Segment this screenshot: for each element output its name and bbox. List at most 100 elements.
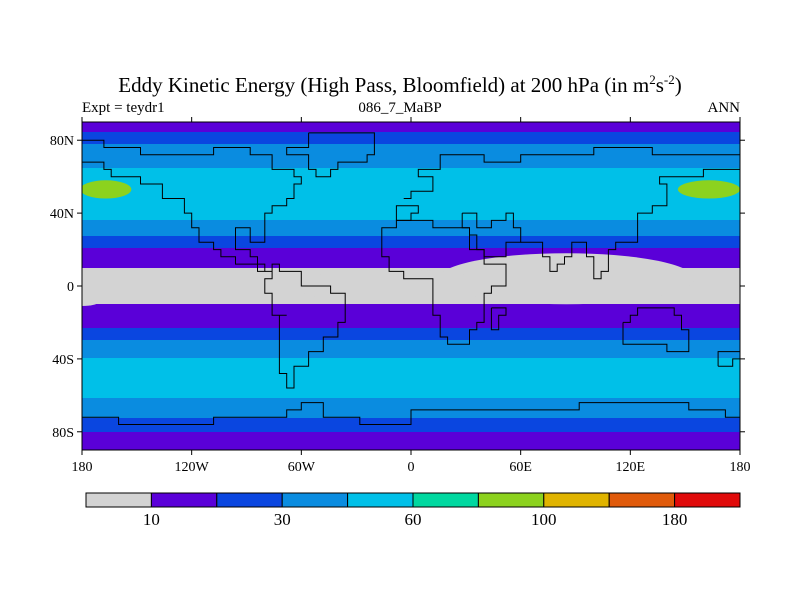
- colorbar-swatch: [608, 492, 676, 508]
- shading-band: [82, 160, 740, 163]
- shading-band: [82, 388, 740, 391]
- shading-band: [82, 442, 740, 445]
- colorbar-swatch: [85, 492, 152, 508]
- shading-band: [82, 186, 740, 189]
- shading-band: [82, 424, 740, 427]
- y-tick-label: 80S: [52, 426, 74, 441]
- shading-band: [82, 150, 740, 153]
- chart-subtitle: 086_7_MaBP: [358, 100, 442, 116]
- shading-band: [82, 132, 740, 135]
- shading-band: [82, 146, 740, 149]
- colorbar-swatch: [216, 492, 283, 508]
- shading-band: [82, 392, 740, 395]
- shading-band: [82, 250, 740, 253]
- shading-low-equator-west: [82, 295, 101, 307]
- shading-band: [82, 430, 740, 433]
- shading-band: [82, 444, 740, 447]
- shading-band: [82, 326, 740, 329]
- shading-band: [82, 144, 740, 147]
- colorbar-label: 30: [274, 510, 291, 529]
- shading-band: [82, 346, 740, 349]
- shading-band: [82, 268, 740, 271]
- coastline-segment: [403, 147, 740, 199]
- colorbar-swatch: [674, 492, 741, 508]
- x-tick-label: 180: [730, 460, 751, 475]
- x-tick-label: 120E: [616, 460, 646, 475]
- shading-band: [82, 130, 740, 133]
- shading-band: [82, 314, 740, 317]
- shading-band: [82, 318, 740, 321]
- shading-band: [82, 370, 740, 373]
- shading-band: [82, 302, 740, 305]
- colorbar: 10 30 60 100 180: [85, 492, 741, 529]
- shading-band: [82, 336, 740, 339]
- shading-band: [82, 408, 740, 411]
- shading-band: [82, 124, 740, 127]
- coastline-segment: [82, 402, 740, 425]
- colorbar-label: 180: [662, 510, 688, 529]
- shading-band: [82, 360, 740, 363]
- shading-band: [82, 262, 740, 265]
- shading-band: [82, 382, 740, 385]
- coastline-segment: [520, 162, 740, 280]
- shading-band: [82, 260, 740, 263]
- shading-band: [82, 224, 740, 227]
- colorbar-swatch: [543, 492, 610, 508]
- x-tick-label: 60E: [509, 460, 532, 475]
- colorbar-swatch: [477, 492, 545, 508]
- shading-band: [82, 354, 740, 357]
- shading-band: [82, 428, 740, 431]
- shading-band: [82, 232, 740, 235]
- shading-band: [82, 174, 740, 177]
- shading-band: [82, 338, 740, 341]
- colorbar-swatch: [281, 492, 349, 508]
- shading-band: [82, 188, 740, 191]
- shading-band: [82, 352, 740, 355]
- shading-low-equator-center: [292, 269, 494, 303]
- shading-band: [82, 198, 740, 201]
- shading-band: [82, 316, 740, 319]
- shading-band: [82, 330, 740, 333]
- shading-band: [82, 322, 740, 325]
- shading-band: [82, 126, 740, 129]
- shading-band: [82, 220, 740, 223]
- shading-band: [82, 148, 740, 151]
- shading-band: [82, 348, 740, 351]
- shading-band: [82, 396, 740, 399]
- shading-band: [82, 164, 740, 167]
- shading-band: [82, 138, 740, 141]
- shading-band: [82, 264, 740, 267]
- shading-band: [82, 310, 740, 313]
- shading-band: [82, 366, 740, 369]
- shading-band: [82, 340, 740, 343]
- shading-band: [82, 384, 740, 387]
- shading-band: [82, 184, 740, 187]
- shading-band: [82, 332, 740, 335]
- shading-band: [82, 252, 740, 255]
- shading-band: [82, 432, 740, 435]
- coastline-segment: [264, 263, 346, 389]
- shading-band: [82, 128, 740, 131]
- map-axes: 180 120W 60W 0 60E 120E 180 80N 40N 0 40S 80S: [50, 117, 751, 475]
- shading-band: [82, 230, 740, 233]
- shading-band: [82, 200, 740, 203]
- coastlines: [82, 132, 740, 425]
- colorbar-label: 60: [405, 510, 422, 529]
- y-tick-label: 40N: [50, 207, 74, 222]
- shading-band: [82, 172, 740, 175]
- shading-band: [82, 394, 740, 397]
- coastline-segment: [82, 139, 302, 272]
- shading-band: [82, 222, 740, 225]
- shading-band: [82, 182, 740, 185]
- shading-band: [82, 176, 740, 179]
- shading-band: [82, 258, 740, 261]
- shading-band: [82, 242, 740, 245]
- shading-band: [82, 350, 740, 353]
- shading-band: [82, 256, 740, 259]
- shading-band: [82, 154, 740, 157]
- shading-band: [82, 180, 740, 183]
- shading-band: [82, 372, 740, 375]
- shading-band: [82, 386, 740, 389]
- shading-band: [82, 158, 740, 161]
- shading-band: [82, 320, 740, 323]
